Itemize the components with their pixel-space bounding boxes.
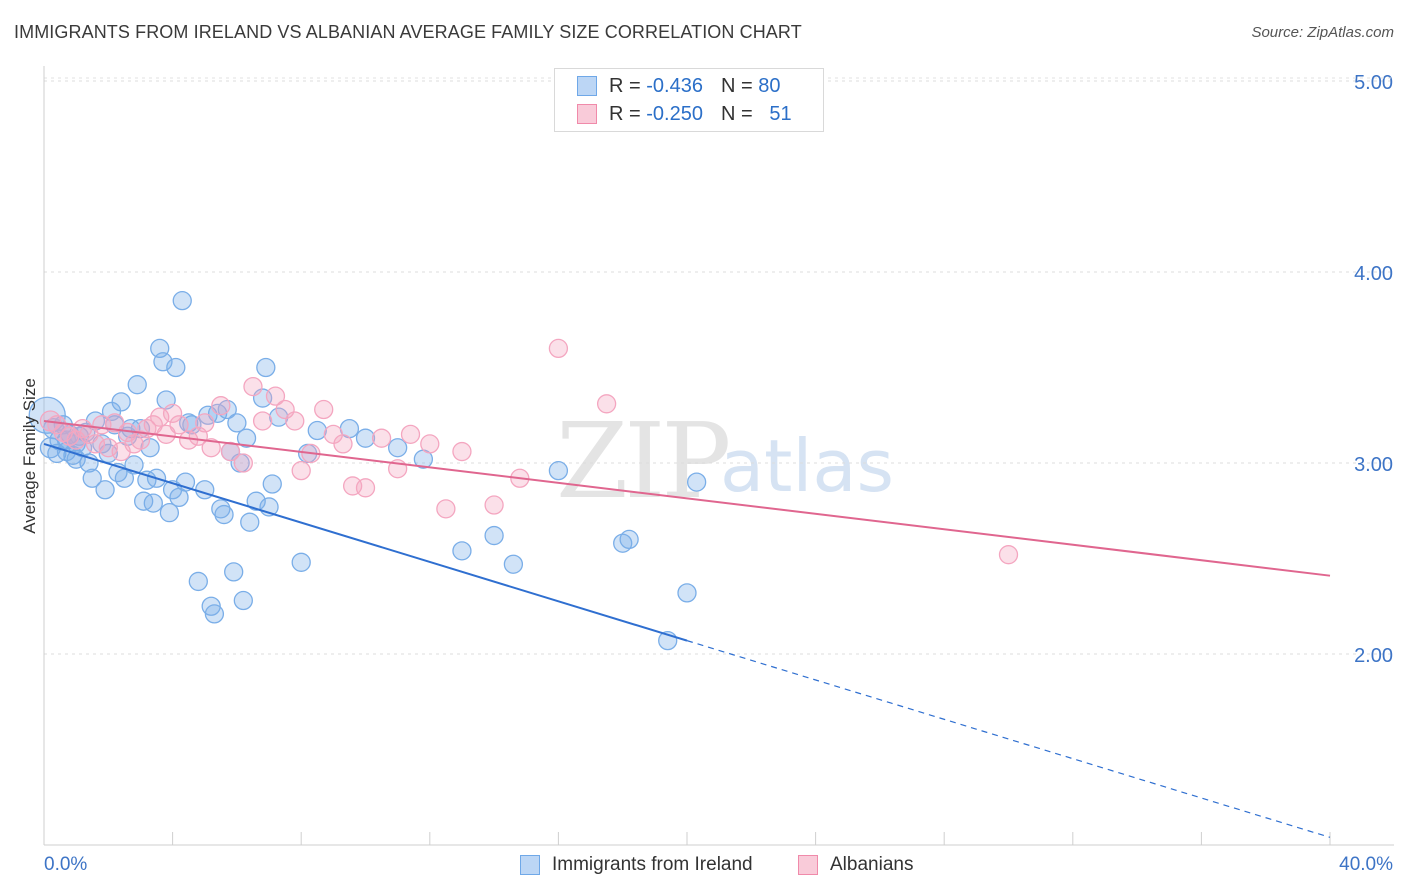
legend-r-label: R = <box>609 102 641 125</box>
source-label: Source: ZipAtlas.com <box>1251 24 1394 41</box>
ireland-point <box>95 480 115 500</box>
ireland-point <box>82 468 102 488</box>
ireland-point <box>262 474 282 494</box>
legend-row-ireland: R = -0.436 N = 80 <box>577 73 780 99</box>
albanian-point <box>105 413 125 433</box>
ireland-point <box>159 503 180 523</box>
albanian-point <box>333 434 353 454</box>
albanian-point <box>162 403 183 423</box>
legend-row-albanians: R = -0.250 N = 51 <box>577 101 792 127</box>
ireland-point <box>28 396 66 434</box>
ireland-point <box>677 583 697 603</box>
legend-r-label: R = <box>609 74 641 97</box>
albanian-point <box>243 376 263 397</box>
ireland-point <box>134 491 154 511</box>
albanian-point <box>169 415 189 435</box>
ireland-point <box>143 493 163 513</box>
bottom-legend-albanians: Albanians <box>798 852 913 878</box>
bottom-legend-label-ireland: Immigrants from Ireland <box>552 854 753 875</box>
ireland-point <box>137 470 157 490</box>
ireland-point <box>236 428 257 448</box>
albanian-point <box>371 428 392 448</box>
legend-r-value: -0.436 <box>646 74 703 97</box>
albanian-point <box>79 424 99 445</box>
legend-r-value: -0.250 <box>646 102 703 125</box>
ireland-point <box>211 499 231 519</box>
albanian-point <box>201 438 221 458</box>
albanian-point <box>998 545 1019 565</box>
ireland-point <box>355 428 376 448</box>
albanian-point <box>233 453 253 473</box>
legend-swatch-albanians <box>577 104 597 124</box>
albanian-point <box>314 399 334 420</box>
ireland-point <box>548 460 569 481</box>
ireland-point <box>166 357 186 378</box>
legend-n-label: N = <box>720 74 753 97</box>
legend-swatch-ireland <box>577 76 597 96</box>
bottom-legend-swatch-albanians <box>798 855 818 875</box>
x-tick-label-max: 40.0% <box>1339 854 1393 875</box>
albanian-point <box>130 430 151 450</box>
bottom-legend-label-albanians: Albanians <box>830 854 914 875</box>
albanian-point <box>596 394 617 414</box>
correlation-legend: R = -0.436 N = 80 R = -0.250 N = 51 <box>554 68 824 132</box>
albanian-point <box>484 495 504 515</box>
legend-n-value: 80 <box>758 74 781 97</box>
albanian-point <box>195 413 215 433</box>
ireland-point <box>179 413 199 433</box>
albanian-point <box>548 338 569 359</box>
ireland-trendline-extension <box>686 640 1331 838</box>
ireland-point <box>214 504 234 525</box>
ireland-point <box>387 438 408 458</box>
ireland-point <box>240 512 260 532</box>
ireland-point <box>227 413 247 433</box>
albanian-point <box>420 434 440 454</box>
ireland-point <box>452 541 472 561</box>
albanian-point <box>211 396 231 416</box>
albanian-trendline <box>43 419 1331 577</box>
x-tick-label-min: 0.0% <box>44 854 87 875</box>
ireland-point <box>484 525 504 546</box>
ireland-point <box>291 552 311 572</box>
ireland-point <box>172 290 192 311</box>
ireland-point <box>127 375 147 395</box>
y-tick-label: 3.00 <box>1354 454 1393 476</box>
albanian-point <box>291 460 311 481</box>
bottom-legend-ireland: Immigrants from Ireland <box>520 852 753 878</box>
ireland-point <box>224 562 244 582</box>
watermark-atlas: atlas <box>720 424 894 508</box>
y-tick-label: 4.00 <box>1354 263 1393 285</box>
ireland-trendline <box>43 442 688 642</box>
legend-n-value: 51 <box>769 102 792 125</box>
albanian-point <box>436 499 456 519</box>
albanian-point <box>355 478 376 498</box>
y-axis-label: Average Family Size <box>20 378 39 534</box>
albanian-point <box>452 441 472 462</box>
legend-n-label: N = <box>720 102 753 125</box>
albanian-point <box>285 411 305 431</box>
ireland-point <box>619 529 639 550</box>
albanian-point <box>47 415 67 435</box>
ireland-point <box>256 357 276 378</box>
albanian-point <box>252 411 273 431</box>
ireland-point <box>233 590 253 611</box>
watermark-zip: ZIP <box>556 400 731 522</box>
ireland-point <box>269 407 289 427</box>
albanian-point <box>265 386 286 406</box>
ireland-point <box>111 392 131 412</box>
ireland-point <box>204 604 225 624</box>
ireland-point <box>140 438 160 458</box>
ireland-point <box>686 472 707 492</box>
y-tick-label: 5.00 <box>1354 72 1393 94</box>
ireland-point <box>503 554 524 574</box>
albanian-point <box>400 424 421 445</box>
ireland-point <box>188 571 208 592</box>
chart-title: IMMIGRANTS FROM IRELAND VS ALBANIAN AVER… <box>14 22 802 42</box>
y-tick-label: 2.00 <box>1354 645 1393 667</box>
bottom-legend-swatch-ireland <box>520 855 540 875</box>
ireland-point <box>307 420 327 441</box>
